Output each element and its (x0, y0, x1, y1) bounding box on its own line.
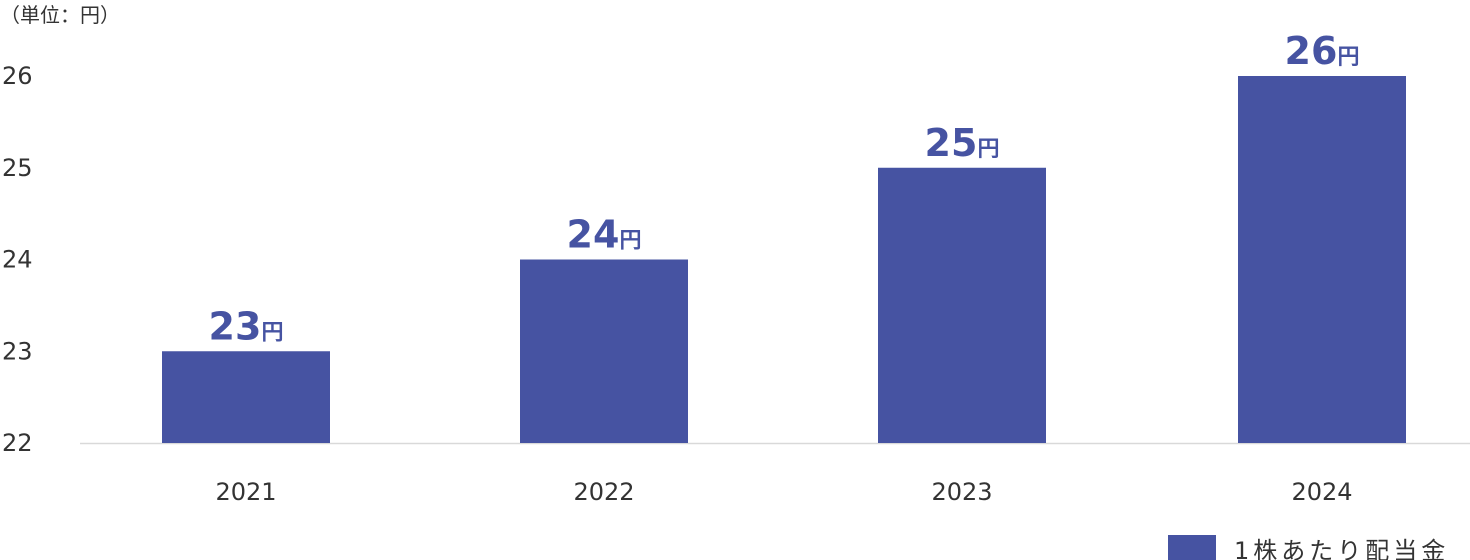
y-tick-label: 22 (2, 429, 33, 457)
bar-value-label: 25円 (925, 121, 1000, 165)
x-tick-label: 2023 (931, 478, 992, 506)
bar-value-label: 26円 (1285, 29, 1360, 73)
legend-label: 1株あたり配当金 (1234, 537, 1449, 560)
bar (878, 167, 1046, 443)
legend: 1株あたり配当金 (1168, 535, 1449, 560)
x-tick-label: 2022 (573, 478, 634, 506)
bar (1238, 76, 1406, 443)
bar-value-label: 23円 (209, 304, 284, 348)
x-tick-label: 2021 (215, 478, 276, 506)
bars (162, 76, 1406, 443)
bar (520, 259, 688, 443)
y-axis-ticks: 22 23 24 25 26 (2, 62, 33, 457)
x-axis-ticks: 2021 2022 2023 2024 (215, 478, 1352, 506)
legend-swatch (1168, 535, 1216, 560)
y-tick-label: 23 (2, 337, 33, 365)
x-tick-label: 2024 (1291, 478, 1352, 506)
y-tick-label: 26 (2, 62, 33, 90)
bar (162, 351, 330, 443)
y-tick-label: 24 (2, 246, 33, 274)
unit-label: （単位：円） (0, 3, 120, 27)
data-labels: 23円 24円 25円 26円 (209, 29, 1360, 348)
bar-value-label: 24円 (567, 213, 642, 257)
y-tick-label: 25 (2, 154, 33, 182)
